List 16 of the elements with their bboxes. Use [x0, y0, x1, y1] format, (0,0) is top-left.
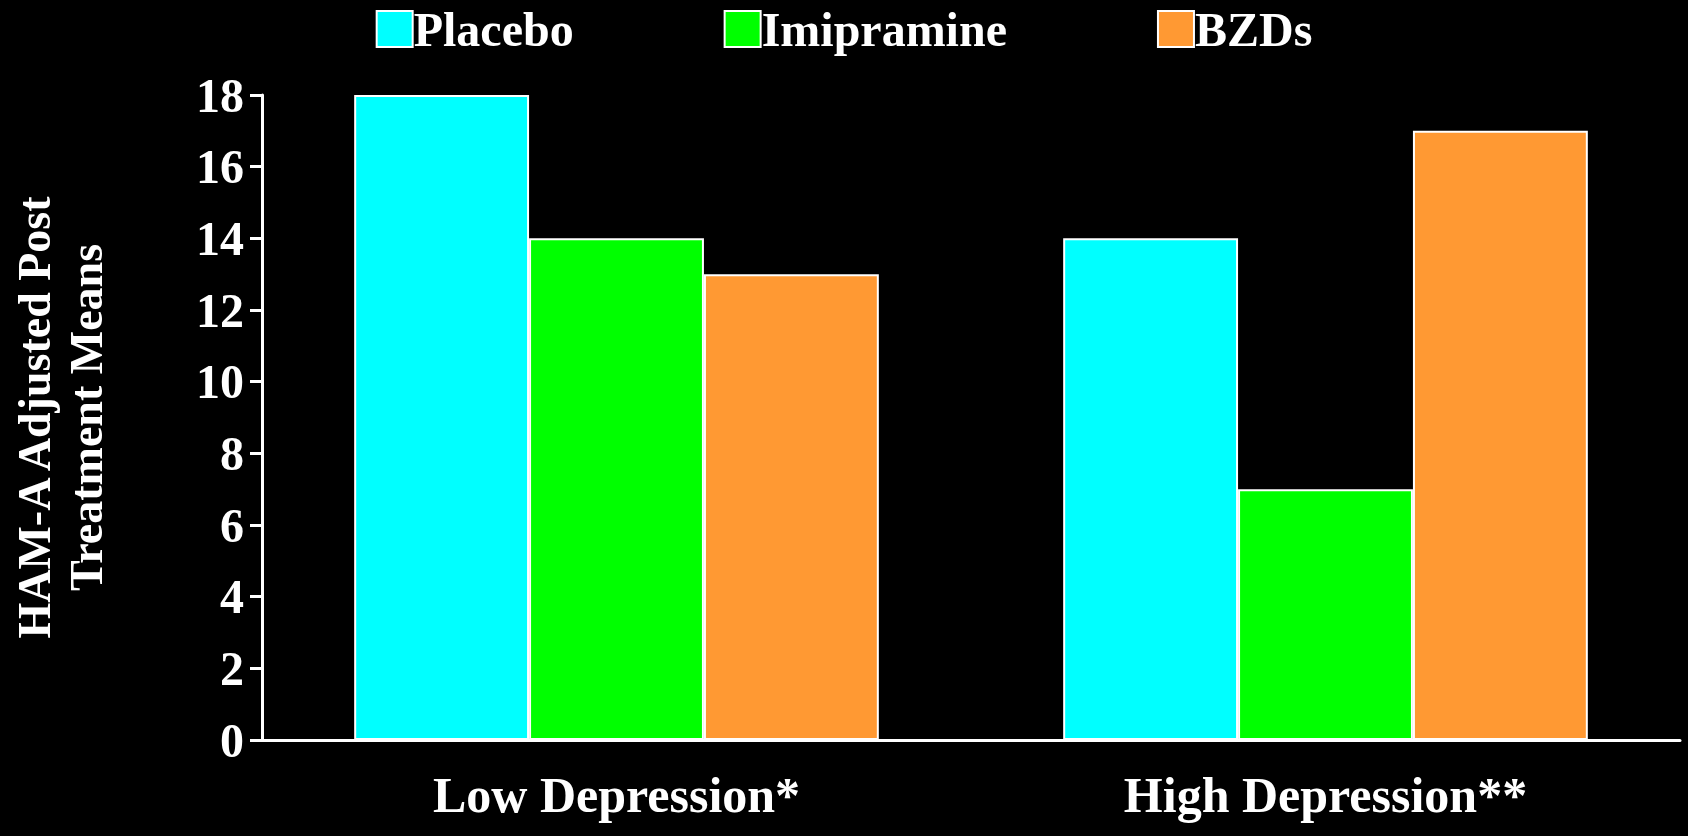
y-tick-label: 4	[220, 570, 244, 624]
x-tick-label: High Depression**	[1123, 767, 1528, 823]
y-tick-label: 14	[196, 211, 244, 265]
legend-label: Placebo	[413, 2, 574, 56]
y-tick-label: 12	[196, 283, 244, 337]
x-tick-label: Low Depression*	[432, 767, 801, 823]
y-tick-label: 2	[220, 641, 244, 695]
y-tick-label: 8	[220, 426, 244, 480]
legend-label: Imipramine	[761, 2, 1007, 56]
y-tick-label: 18	[196, 68, 244, 122]
y-axis-title: HAM-A Adjusted Post Treatment Means	[8, 195, 112, 639]
y-tick-label: 16	[196, 140, 244, 194]
y-tick-label: 6	[220, 498, 244, 552]
legend-label: BZDs	[1194, 2, 1313, 56]
y-tick-label: 0	[220, 713, 244, 767]
y-tick-label: 10	[196, 355, 244, 409]
